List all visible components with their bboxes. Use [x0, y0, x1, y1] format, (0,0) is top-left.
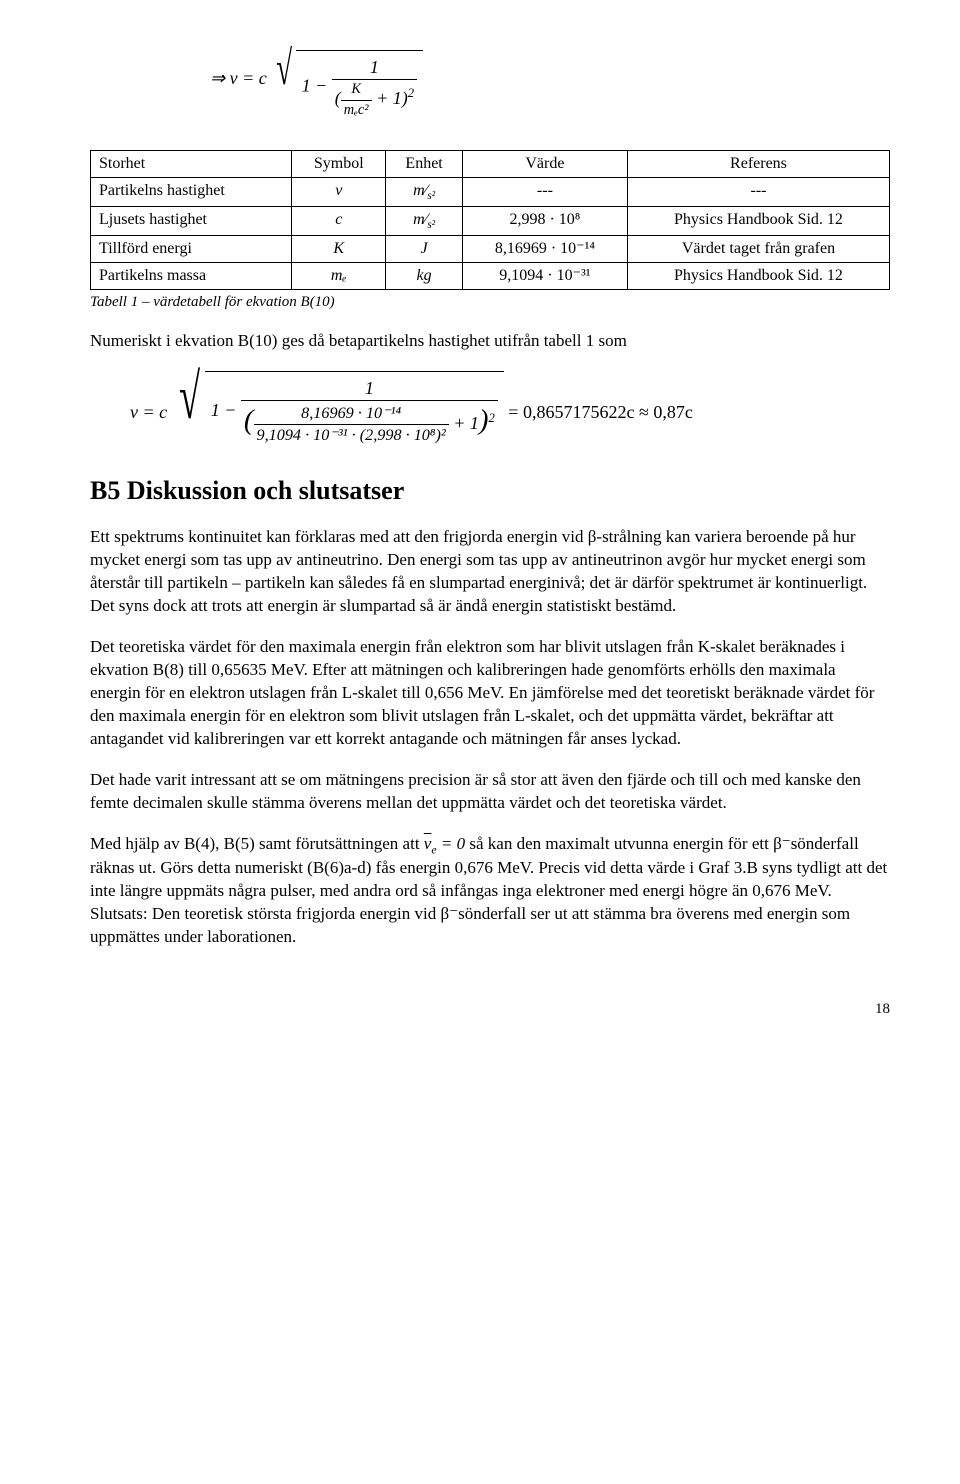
- cell-varde: 2,998 · 10⁸: [462, 207, 627, 236]
- outer-frac: 1 (8,16969 · 10⁻¹⁴9,1094 · 10⁻³¹ · (2,99…: [241, 376, 498, 448]
- table-row: Partikelns hastighet v m⁄s² --- ---: [91, 177, 890, 206]
- para4-eq: ve = 0: [424, 834, 465, 853]
- cell-varde: ---: [462, 177, 627, 206]
- cell-storhet: Tillförd energi: [91, 236, 292, 263]
- sqrt-body: 1 − 1 (8,16969 · 10⁻¹⁴9,1094 · 10⁻³¹ · (…: [205, 371, 504, 448]
- paren-r: ): [479, 404, 489, 436]
- col-storhet: Storhet: [91, 151, 292, 178]
- squared: 2: [408, 86, 414, 100]
- cell-storhet: Partikelns hastighet: [91, 177, 292, 206]
- table-row: Partikelns massa mₑ kg 9,1094 · 10⁻³¹ Ph…: [91, 262, 890, 289]
- inner-num: 8,16969 · 10⁻¹⁴: [254, 403, 449, 426]
- cell-enhet: J: [386, 236, 463, 263]
- inner-frac: Kmₑc²: [341, 80, 372, 120]
- eq-rhs: = 0,8657175622c ≈ 0,87c: [508, 402, 693, 422]
- inner-num: K: [341, 80, 372, 100]
- cell-varde: 8,16969 · 10⁻¹⁴: [462, 236, 627, 263]
- cell-referens: Physics Handbook Sid. 12: [627, 262, 889, 289]
- cell-storhet: Partikelns massa: [91, 262, 292, 289]
- sqrt: √ 1 − 1 (Kmₑc² + 1)2: [271, 50, 423, 120]
- col-symbol: Symbol: [292, 151, 386, 178]
- col-referens: Referens: [627, 151, 889, 178]
- eq-lhs: v = c: [130, 402, 167, 422]
- table-caption: Tabell 1 – värdetabell för ekvation B(10…: [90, 292, 890, 312]
- equation-b10: ⇒ v = c √ 1 − 1 (Kmₑc² + 1)2 B(10): [210, 50, 890, 120]
- sqrt-sign: √: [276, 50, 292, 120]
- one-minus: 1 −: [302, 76, 328, 96]
- page-number: 18: [90, 999, 890, 1019]
- cell-referens: ---: [627, 177, 889, 206]
- inner-den: 9,1094 · 10⁻³¹ · (2,998 · 10⁸)²: [254, 425, 449, 447]
- para4-pre: Med hjälp av B(4), B(5) samt förutsättni…: [90, 834, 424, 853]
- table-row: Tillförd energi K J 8,16969 · 10⁻¹⁴ Värd…: [91, 236, 890, 263]
- cell-enhet: m⁄s²: [386, 177, 463, 206]
- cell-varde: 9,1094 · 10⁻³¹: [462, 262, 627, 289]
- paragraph-4: Med hjälp av B(4), B(5) samt förutsättni…: [90, 833, 890, 949]
- cell-referens: Physics Handbook Sid. 12: [627, 207, 889, 236]
- table-row: Ljusets hastighet c m⁄s² 2,998 · 10⁸ Phy…: [91, 207, 890, 236]
- cell-symbol: mₑ: [292, 262, 386, 289]
- frac-num: 1: [241, 376, 498, 401]
- equation-numeric: v = c √ 1 − 1 (8,16969 · 10⁻¹⁴9,1094 · 1…: [130, 371, 890, 448]
- paragraph-1: Ett spektrums kontinuitet kan förklaras …: [90, 526, 890, 618]
- inner-frac: 8,16969 · 10⁻¹⁴9,1094 · 10⁻³¹ · (2,998 ·…: [254, 403, 449, 448]
- plus-one: + 1: [376, 88, 402, 108]
- cell-enhet: kg: [386, 262, 463, 289]
- squared: 2: [489, 411, 495, 425]
- paragraph-2: Det teoretiska värdet för den maximala e…: [90, 636, 890, 751]
- cell-referens: Värdet taget från grafen: [627, 236, 889, 263]
- cell-enhet: m⁄s²: [386, 207, 463, 236]
- sqrt: √ 1 − 1 (8,16969 · 10⁻¹⁴9,1094 · 10⁻³¹ ·…: [172, 371, 504, 448]
- eq-lhs: ⇒ v = c: [210, 68, 267, 88]
- quantities-table: Storhet Symbol Enhet Värde Referens Part…: [90, 150, 890, 289]
- col-enhet: Enhet: [386, 151, 463, 178]
- numeric-intro: Numeriskt i ekvation B(10) ges då betapa…: [90, 330, 890, 353]
- frac-num: 1: [332, 55, 417, 80]
- section-heading: B5 Diskussion och slutsatser: [90, 473, 890, 508]
- cell-storhet: Ljusets hastighet: [91, 207, 292, 236]
- cell-symbol: K: [292, 236, 386, 263]
- paragraph-3: Det hade varit intressant att se om mätn…: [90, 769, 890, 815]
- frac-den: (Kmₑc² + 1)2: [332, 80, 417, 120]
- col-varde: Värde: [462, 151, 627, 178]
- plus-one: + 1: [453, 413, 479, 433]
- frac-den: (8,16969 · 10⁻¹⁴9,1094 · 10⁻³¹ · (2,998 …: [241, 401, 498, 447]
- one-minus: 1 −: [211, 400, 237, 420]
- paren-l: (: [244, 404, 254, 436]
- cell-symbol: c: [292, 207, 386, 236]
- sqrt-sign: √: [179, 371, 200, 448]
- cell-symbol: v: [292, 177, 386, 206]
- inner-den: mₑc²: [341, 101, 372, 120]
- table-header-row: Storhet Symbol Enhet Värde Referens: [91, 151, 890, 178]
- sqrt-body: 1 − 1 (Kmₑc² + 1)2: [296, 50, 423, 120]
- outer-frac: 1 (Kmₑc² + 1)2: [332, 55, 417, 120]
